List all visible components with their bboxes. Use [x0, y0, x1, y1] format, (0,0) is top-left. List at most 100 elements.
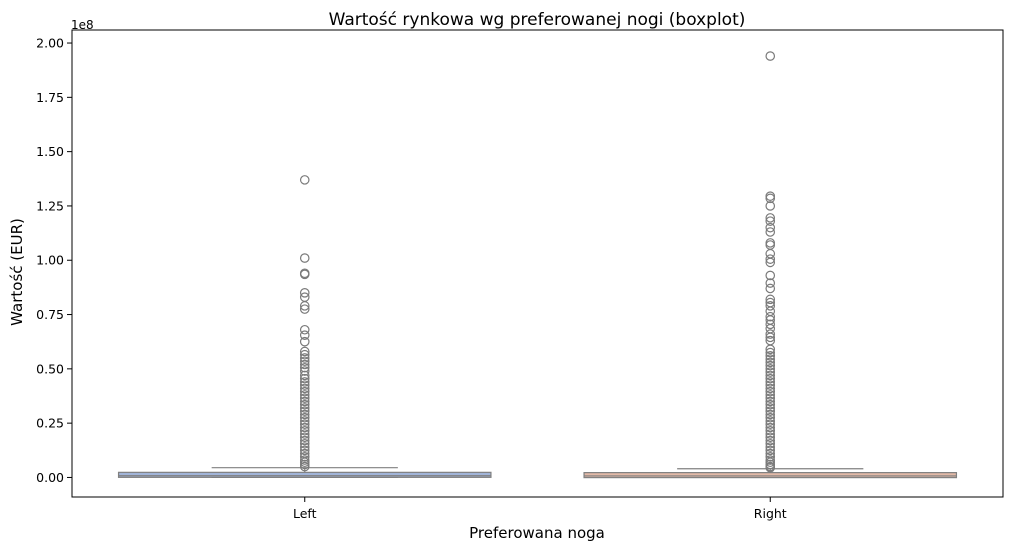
y-tick-label: 0.50	[36, 361, 64, 376]
outlier-point	[765, 409, 776, 420]
outlier-point	[299, 175, 310, 185]
outlier-point	[765, 364, 776, 374]
outlier-point	[765, 351, 776, 361]
outlier-point	[765, 412, 776, 423]
outlier-point	[765, 347, 776, 358]
outlier-point	[765, 429, 776, 439]
outlier-point	[765, 383, 776, 394]
y-tick-label: 0.25	[36, 416, 64, 431]
outlier-point	[765, 422, 776, 433]
y-tick-label: 1.75	[36, 90, 64, 105]
y-tick-label: 1.00	[36, 253, 64, 268]
outlier-point	[299, 406, 310, 417]
outlier-point	[765, 367, 776, 377]
outlier-point	[765, 227, 776, 237]
outlier-point	[765, 432, 776, 443]
outlier-point	[299, 336, 310, 347]
outlier-point	[765, 438, 776, 449]
outlier-point	[765, 213, 776, 223]
outlier-point	[765, 319, 776, 330]
outlier-point	[299, 425, 310, 436]
outlier-point	[765, 270, 776, 281]
outlier-point	[765, 393, 776, 403]
outlier-point	[765, 399, 776, 410]
x-tick-label: Right	[754, 506, 787, 521]
y-tick-label: 0.00	[36, 470, 64, 485]
outlier-point	[299, 386, 310, 397]
outlier-point	[299, 393, 310, 403]
outlier-point	[299, 362, 310, 373]
outlier-point	[765, 370, 776, 381]
outlier-point	[299, 324, 310, 335]
box-group-left	[117, 175, 492, 479]
outlier-point	[299, 356, 310, 367]
outlier-point	[765, 51, 776, 61]
outlier-point	[299, 349, 310, 360]
y-tick-label: 0.75	[36, 307, 64, 322]
outlier-point	[765, 445, 776, 456]
outlier-point	[765, 435, 776, 446]
outlier-point	[299, 390, 310, 400]
outlier-point	[299, 403, 310, 413]
outlier-point	[299, 452, 310, 462]
outlier-point	[765, 193, 776, 204]
outlier-point	[299, 366, 310, 376]
x-tick-label: Left	[293, 506, 317, 521]
outlier-point	[765, 442, 776, 452]
outlier-point	[299, 304, 310, 314]
outlier-point	[765, 329, 776, 339]
outlier-point	[765, 390, 776, 400]
outlier-point	[765, 216, 776, 226]
outlier-point	[299, 330, 310, 340]
outlier-point	[299, 432, 310, 443]
box-group-right	[583, 51, 958, 479]
outlier-point	[765, 354, 776, 364]
outlier-point	[765, 462, 776, 473]
outlier-point	[765, 294, 776, 305]
outlier-point	[299, 353, 310, 363]
outlier-point	[299, 346, 310, 357]
outlier-point	[299, 412, 310, 423]
outlier-point	[299, 383, 310, 394]
outlier-point	[299, 396, 310, 407]
axes-frame	[71, 29, 1004, 498]
outlier-point	[299, 253, 310, 263]
chart-title: Wartość rynkowa wg preferowanej nogi (bo…	[329, 10, 746, 30]
outlier-point	[765, 419, 776, 430]
outlier-point	[299, 416, 310, 426]
outlier-point	[765, 360, 776, 371]
plot-area	[117, 51, 958, 479]
outlier-point	[299, 409, 310, 420]
outlier-point	[299, 359, 310, 370]
x-axis-label: Preferowana noga	[469, 524, 605, 542]
outlier-point	[299, 373, 310, 384]
outlier-point	[299, 442, 310, 452]
outlier-point	[765, 373, 776, 384]
y-axis-label: Wartość (EUR)	[8, 218, 26, 326]
outlier-point	[765, 425, 776, 436]
outlier-point	[765, 406, 776, 417]
outlier-point	[765, 254, 776, 264]
outlier-point	[765, 283, 776, 294]
outlier-point	[299, 419, 310, 430]
outlier-point	[299, 377, 310, 387]
outlier-point	[299, 288, 310, 298]
outlier-point	[765, 278, 776, 288]
y-tick-label: 1.25	[36, 198, 64, 213]
outlier-point	[299, 269, 310, 280]
outlier-point	[765, 386, 776, 397]
box-iqr	[583, 472, 958, 479]
outlier-point	[299, 438, 310, 449]
outlier-point	[299, 380, 310, 390]
outlier-point	[765, 222, 776, 233]
outlier-point	[765, 452, 776, 462]
outlier-point	[765, 344, 776, 355]
outlier-point	[299, 435, 310, 446]
outlier-point	[299, 399, 310, 410]
outlier-point	[765, 257, 776, 268]
outlier-point	[299, 422, 310, 433]
outlier-point	[299, 445, 310, 456]
y-tick-label: 1.50	[36, 144, 64, 159]
outlier-point	[765, 416, 776, 426]
